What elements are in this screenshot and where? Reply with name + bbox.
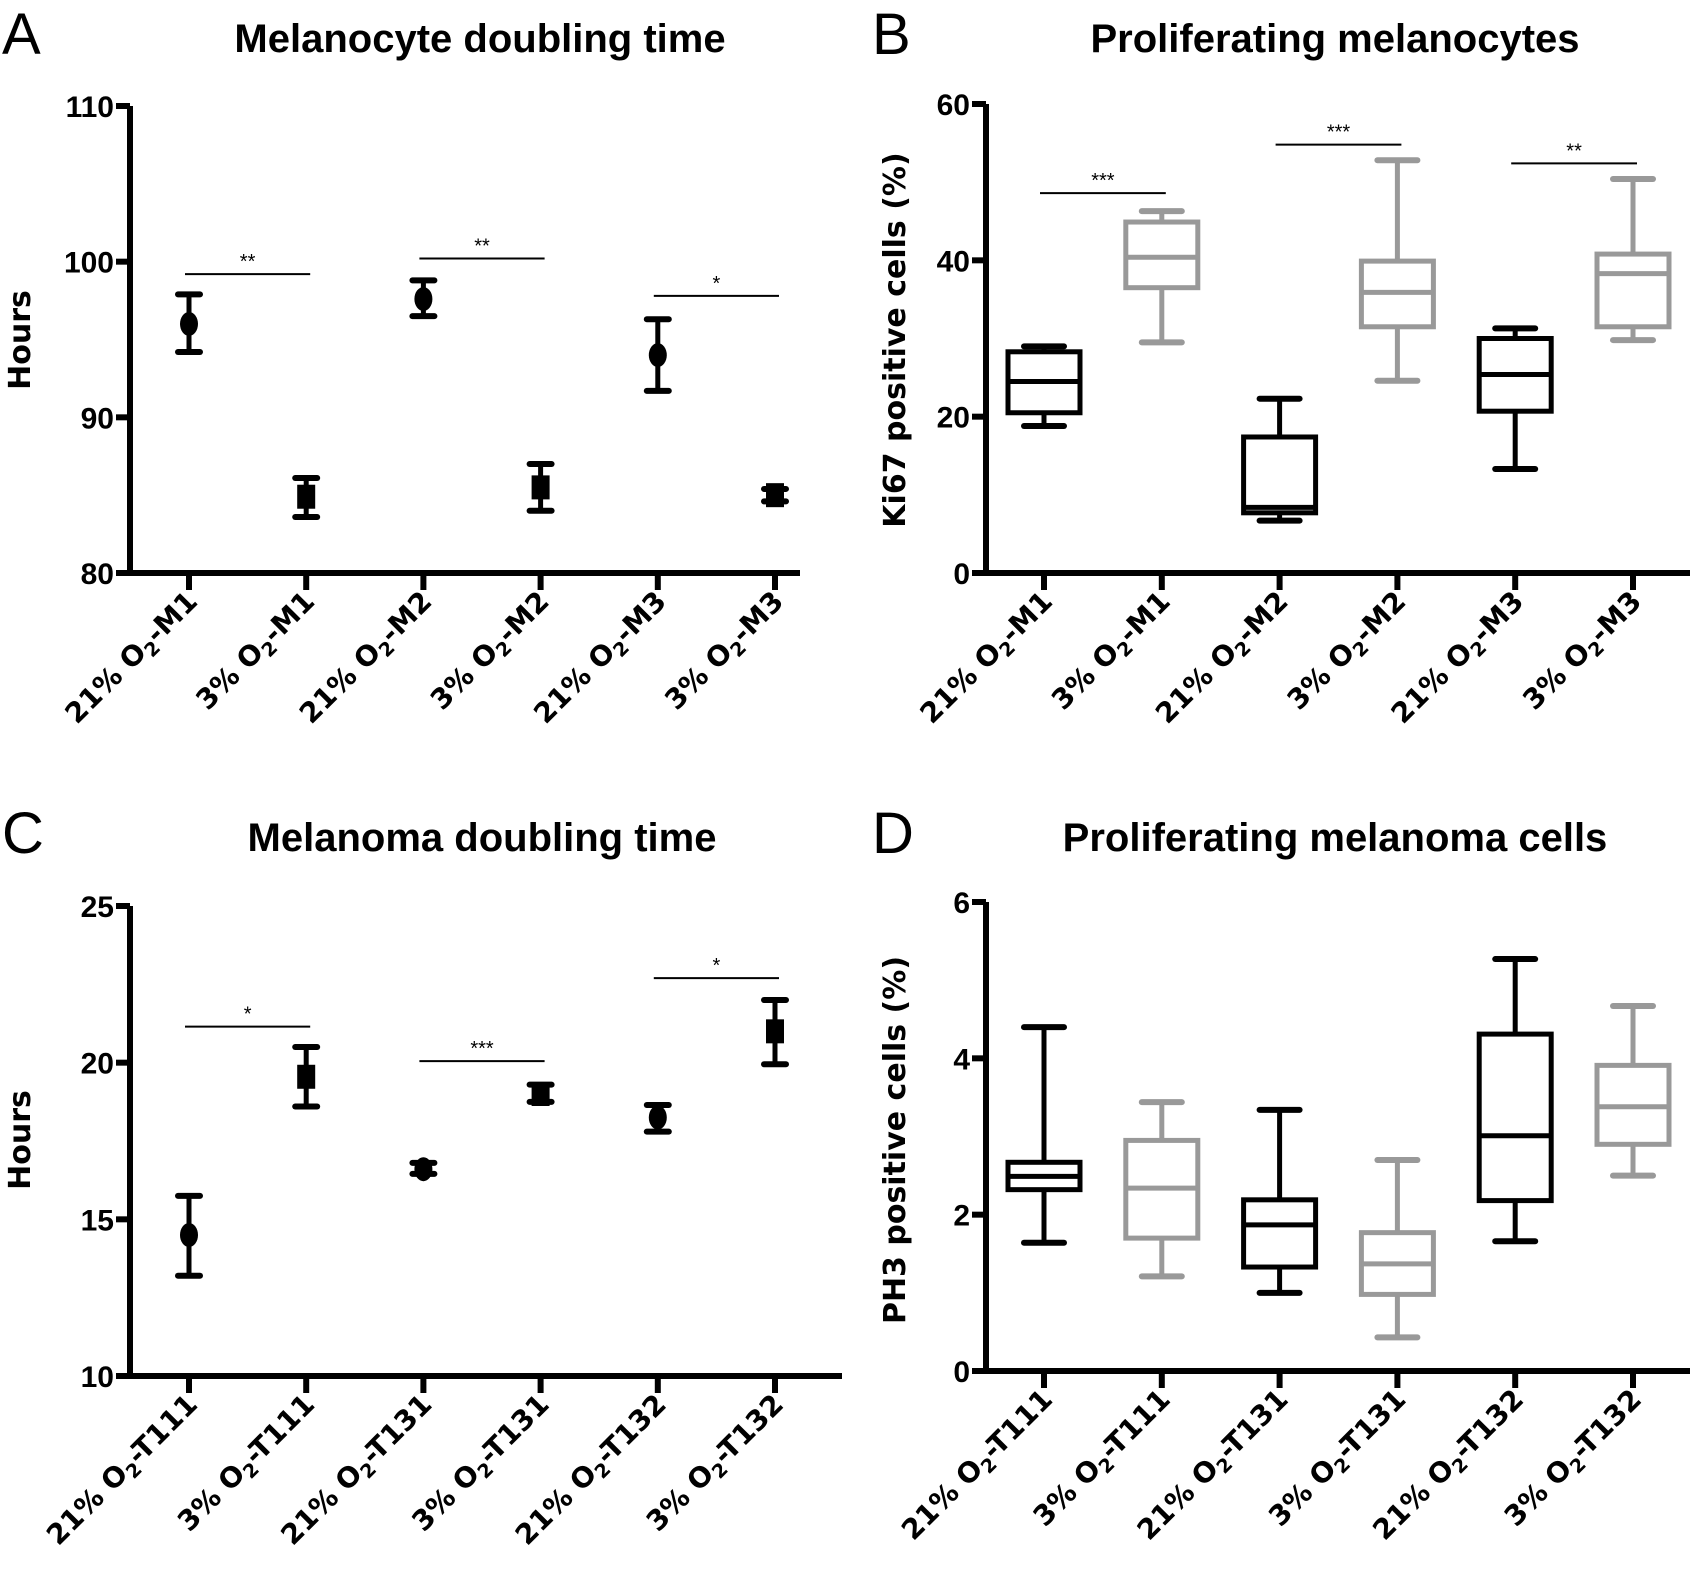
data-point-circle [180,1223,198,1247]
x-tick-label: 21% O2-T111 [40,1388,207,1555]
significance-label: *** [470,1038,494,1060]
panel-c: C Melanoma doubling time Hours 10 15 20 25 2… [2,801,842,1555]
significance-label: * [713,955,721,977]
data-point-square [297,1064,316,1089]
chart-title: Melanoma doubling time [248,816,717,860]
x-tick-label: 21% O2-M1 [913,585,1061,733]
y-axis-label: PH3 positive cells (%) [878,956,913,1324]
significance-label: ** [240,251,256,273]
significance-label: *** [1327,122,1351,144]
chart-title: Proliferating melanocytes [1090,17,1579,61]
y-tick-label: 25 [81,891,114,924]
y-tick-label: 2 [953,1200,970,1233]
significance-label: *** [1091,170,1115,192]
data-point-circle [648,1105,667,1130]
data-point-square [531,475,550,500]
y-tick-label: 10 [81,1361,114,1394]
data-point-circle [180,311,198,336]
y-tick-label: 110 [66,91,114,124]
y-tick-label: 6 [953,887,970,920]
box-iqr [1241,434,1319,516]
x-tick-label: 3% O2-M3 [658,585,793,720]
y-tick-label: 0 [953,558,970,591]
y-axis-label: Hours [3,290,38,390]
data-point-square [297,484,316,509]
data-point-square [531,1082,550,1106]
data-point-circle [414,1157,433,1182]
y-tick-label: 0 [953,1356,970,1389]
y-tick-label: 20 [937,402,970,435]
y-tick-label: 90 [81,402,114,435]
significance-label: ** [474,236,490,258]
data-point-square [766,1019,784,1044]
panel-b: B Proliferating melanocytes Ki67 positiv… [872,2,1690,733]
y-tick-label: 4 [953,1043,970,1076]
data-point-square [766,483,784,508]
panel-letter: C [2,801,44,866]
y-axis-label: Hours [3,1090,38,1190]
y-tick-label: 80 [81,558,114,591]
significance-label: * [244,1004,252,1026]
y-tick-label: 100 [64,247,114,280]
panel-letter: A [2,2,41,67]
y-tick-label: 40 [937,245,970,278]
box-iqr [1241,1197,1319,1270]
y-axis-label: Ki67 positive cells (%) [878,152,913,527]
chart-title: Proliferating melanoma cells [1063,816,1608,860]
chart-title: Melanocyte doubling time [234,17,725,61]
panel-letter: B [872,2,911,67]
y-tick-label: 60 [937,89,970,122]
x-tick-label: 3% O2-M3 [1516,585,1651,720]
box-iqr [1476,1031,1554,1204]
y-tick-label: 15 [81,1204,114,1237]
significance-label: ** [1566,140,1582,162]
x-tick-label: 21% O2-T111 [895,1383,1062,1550]
panel-d: D Proliferating melanoma cells PH3 posit… [872,801,1690,1550]
box-iqr [1594,251,1672,330]
panel-letter: D [872,801,914,866]
x-tick-label: 21% O2-M1 [58,585,206,733]
significance-label: * [713,273,721,295]
data-point-circle [648,343,667,368]
panel-a: A Melanocyte doubling time Hours 80 90 100… [2,2,800,733]
y-tick-label: 20 [81,1048,114,1081]
data-point-circle [414,287,433,312]
